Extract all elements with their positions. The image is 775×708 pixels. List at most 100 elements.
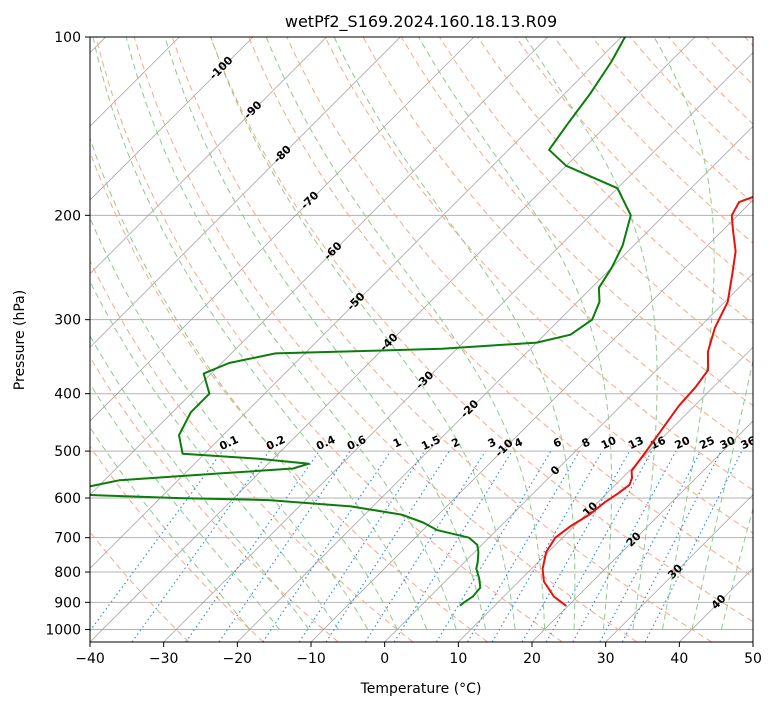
isotherm-line [605, 494, 753, 642]
moist-adiabat [90, 136, 398, 630]
moist-adiabat [90, 216, 369, 630]
mixing-ratio-line [262, 450, 392, 642]
isotherm-label: 0 [548, 463, 563, 478]
isotherm-label: 40 [709, 592, 729, 612]
moist-adiabat [524, 37, 658, 630]
mixing-ratio-line [644, 450, 743, 642]
isotherm-line [90, 37, 548, 496]
y-tick-label: 400 [54, 387, 81, 403]
mixing-ratio-label: 30 [718, 434, 738, 452]
y-tick-label: 100 [54, 30, 81, 46]
moist-adiabat [333, 37, 576, 630]
x-tick-label: 50 [744, 651, 762, 667]
dry-adiabat [90, 259, 414, 642]
moist-adiabat [418, 37, 613, 630]
mixing-ratio-line [521, 450, 630, 642]
mixing-ratio-line [491, 450, 603, 642]
dry-adiabat [515, 37, 753, 284]
mixing-ratio-line [599, 450, 702, 642]
mixing-ratio-line [435, 450, 552, 642]
temperature-profile-line [541, 195, 753, 607]
mixing-ratio-line [572, 450, 677, 642]
dry-adiabat [438, 37, 753, 366]
y-tick-label: 800 [54, 565, 81, 581]
mixing-ratio-line [325, 450, 450, 642]
moist-adiabat [90, 426, 251, 630]
isotherm-line [90, 37, 401, 348]
dry-adiabat [324, 37, 753, 491]
isotherm-line [90, 37, 254, 201]
dry-adiabat [591, 37, 753, 204]
dry-adiabat [95, 37, 563, 642]
x-tick-label: 30 [597, 651, 615, 667]
isotherm-line [237, 125, 753, 642]
isotherm-label: 20 [624, 529, 644, 549]
plot-frame [89, 36, 754, 643]
dry-adiabat [210, 37, 753, 623]
moist-adiabat [90, 280, 339, 630]
mixing-ratio-label: 0.1 [217, 433, 240, 453]
y-tick-label: 300 [54, 313, 81, 329]
isotherm-label: -70 [298, 189, 321, 212]
isotherm-line [90, 37, 327, 275]
mixing-ratio-line [131, 450, 270, 642]
moist-adiabat [720, 506, 753, 630]
dry-adiabat [286, 37, 753, 534]
x-tick-label: −40 [75, 651, 105, 667]
mixing-ratio-label: 0.4 [314, 433, 337, 453]
chart-title: wetPf2_S169.2024.160.18.13.R09 [285, 12, 557, 32]
dry-adiabat [90, 531, 190, 642]
y-tick-label: 200 [54, 208, 81, 224]
isotherm-line [531, 420, 753, 642]
isotherm-line [90, 37, 475, 422]
moist-adiabat [691, 358, 753, 630]
x-tick-label: −20 [223, 651, 253, 667]
mixing-ratio-line [185, 450, 320, 642]
moist-adiabat [92, 37, 428, 630]
isotherm-line [163, 52, 753, 642]
moist-adiabat [164, 37, 487, 630]
mixing-ratio-label: 20 [673, 434, 693, 452]
mixing-ratio-label: 0.6 [345, 433, 368, 453]
mixing-ratio-label: 6 [551, 435, 564, 450]
isotherm-line [90, 37, 622, 569]
mixing-ratio-label: 0.2 [264, 433, 287, 453]
dry-adiabat [90, 150, 488, 642]
dry-adiabat [744, 37, 753, 47]
isotherm-label: -100 [207, 54, 236, 83]
x-tick-label: 40 [670, 651, 688, 667]
moist-adiabat [653, 37, 715, 630]
mixing-ratio-line [545, 450, 653, 642]
dry-adiabat [668, 37, 753, 125]
x-tick-label: −30 [149, 651, 179, 667]
mixing-ratio-label: 8 [580, 435, 592, 450]
isotherm-line [90, 37, 696, 642]
isotherm-line [458, 346, 753, 642]
moist-adiabat [210, 37, 516, 630]
mixing-ratio-line [467, 450, 580, 642]
dry-adiabat [171, 37, 712, 642]
moist-adiabat [125, 37, 457, 630]
y-tick-label: 900 [54, 595, 81, 611]
mixing-ratio-label: 2 [450, 435, 462, 450]
y-tick-label: 700 [54, 531, 81, 547]
isotherm-label: -60 [321, 239, 344, 262]
mixing-ratio-label: 4 [512, 435, 525, 450]
mixing-ratio-line [364, 450, 486, 642]
y-axis-title: Pressure (hPa) [12, 290, 28, 390]
mixing-ratio-label: 36 [739, 434, 759, 452]
dry-adiabat [477, 37, 753, 325]
isotherm-label: -50 [344, 290, 367, 313]
isotherm-line [384, 273, 753, 642]
dry-adiabat [90, 445, 264, 642]
isotherm-label: 30 [665, 561, 685, 581]
dry-adiabat [90, 356, 339, 642]
y-tick-label: 500 [54, 444, 81, 460]
x-tick-label: 10 [449, 651, 467, 667]
mixing-ratio-line [298, 450, 425, 642]
isotherm-label: -80 [271, 142, 294, 165]
x-tick-label: 20 [523, 651, 541, 667]
isotherm-label: -30 [413, 368, 436, 391]
moist-adiabat [90, 382, 280, 630]
